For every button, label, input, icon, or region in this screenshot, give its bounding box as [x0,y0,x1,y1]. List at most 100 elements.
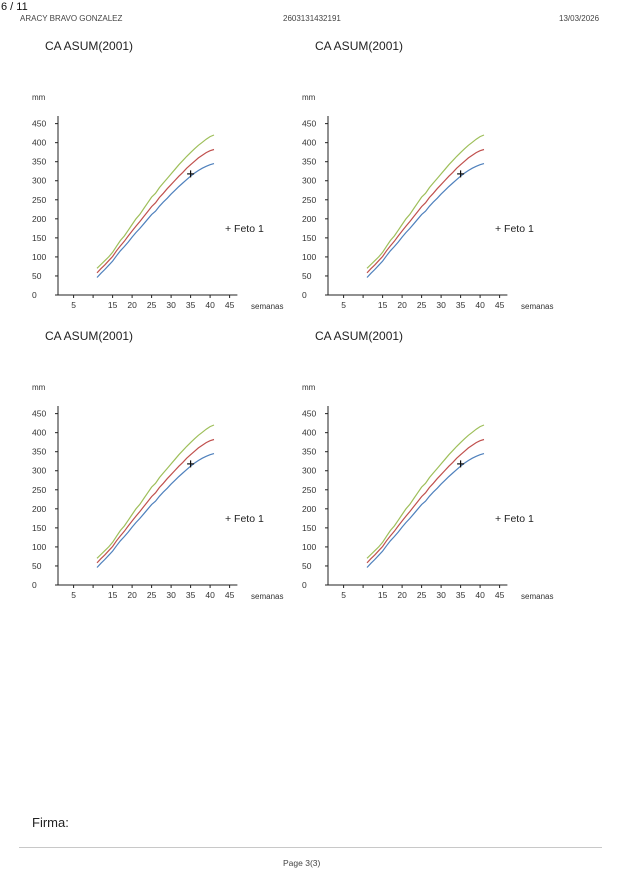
y-tick-label: 400 [302,428,316,438]
growth-chart-4: CA ASUM(2001) mm 0 50 100 150 200 250 300 350 400 4… [270,320,553,601]
x-tick-label: 15 [108,590,118,600]
y-tick-label: 100 [32,252,46,262]
legend-label: + Feto 1 [495,513,534,525]
x-tick-label: 20 [397,590,407,600]
y-tick-label: 50 [302,561,312,571]
x-tick-label: 15 [378,300,388,310]
y-tick-label: 400 [32,138,46,148]
growth-chart-1: CA ASUM(2001) mm 0 50 100 150 200 250 300 350 400 4… [0,30,283,311]
series-line-1 [366,424,485,559]
record-id: 2603131432191 [283,14,341,23]
series-line-3 [96,453,215,568]
x-tick-label: 45 [495,300,505,310]
y-tick-label: 350 [32,157,46,167]
x-tick-label: 30 [166,590,176,600]
x-axis-label: semanas [251,592,283,601]
growth-chart-3: CA ASUM(2001) mm 0 50 100 150 200 250 300 350 400 4… [0,320,283,601]
x-tick-label: 45 [495,590,505,600]
legend-label: + Feto 1 [225,223,264,235]
y-tick-label: 450 [302,409,316,419]
y-tick-label: 200 [32,214,46,224]
series-line-2 [366,148,485,274]
x-tick-label: 35 [456,300,466,310]
x-tick-label: 40 [475,300,485,310]
growth-chart-2: CA ASUM(2001) mm 0 50 100 150 200 250 300 350 400 4… [270,30,553,311]
legend-label: + Feto 1 [225,513,264,525]
measurement-marker [187,170,195,178]
y-tick-label: 0 [32,580,37,590]
x-tick-label: 40 [205,590,215,600]
footer-divider [19,847,602,848]
y-tick-label: 150 [302,523,316,533]
x-tick-label: 5 [71,300,76,310]
x-tick-label: 20 [127,300,137,310]
x-tick-label: 20 [397,300,407,310]
y-axis-label: mm [32,383,46,392]
x-tick-label: 5 [71,590,76,600]
x-tick-label: 15 [108,300,118,310]
x-axis-label: semanas [251,302,283,311]
y-tick-label: 50 [32,561,42,571]
series-line-1 [96,134,215,269]
y-tick-label: 450 [302,119,316,129]
y-tick-label: 150 [32,523,46,533]
x-tick-label: 30 [436,590,446,600]
measurement-marker [187,460,195,468]
x-axis-label: semanas [521,302,553,311]
y-axis-label: mm [302,383,316,392]
x-axis-label: semanas [521,592,553,601]
y-tick-label: 200 [32,504,46,514]
series-line-3 [96,163,215,278]
x-tick-label: 20 [127,590,137,600]
y-tick-label: 350 [302,447,316,457]
report-date: 13/03/2026 [559,14,600,23]
chart-svg: CA ASUM(2001) mm 0 50 100 150 200 250 300 350 400 4… [32,329,283,601]
series-line-2 [96,438,215,564]
x-tick-label: 40 [205,300,215,310]
signature-label: Firma: [32,815,69,830]
x-tick-label: 25 [147,590,157,600]
series-line-1 [96,424,215,559]
y-tick-label: 0 [302,290,307,300]
y-tick-label: 250 [32,195,46,205]
x-tick-label: 35 [186,590,196,600]
series-line-2 [366,438,485,564]
y-tick-label: 400 [32,428,46,438]
y-tick-label: 100 [302,542,316,552]
y-tick-label: 350 [302,157,316,167]
x-tick-label: 25 [417,590,427,600]
y-tick-label: 50 [32,271,42,281]
chart-title: CA ASUM(2001) [45,39,133,53]
chart-title: CA ASUM(2001) [45,329,133,343]
series-line-3 [366,453,485,568]
x-tick-label: 25 [417,300,427,310]
x-tick-label: 5 [341,590,346,600]
measurement-marker [457,170,465,178]
chart-svg: CA ASUM(2001) mm 0 50 100 150 200 250 300 350 400 4… [32,39,283,311]
series-line-3 [366,163,485,278]
y-tick-label: 200 [302,214,316,224]
chart-svg: CA ASUM(2001) mm 0 50 100 150 200 250 300 350 400 4… [302,39,553,311]
y-tick-label: 250 [302,195,316,205]
x-tick-label: 25 [147,300,157,310]
y-tick-label: 400 [302,138,316,148]
x-tick-label: 30 [436,300,446,310]
chart-svg: CA ASUM(2001) mm 0 50 100 150 200 250 300 350 400 4… [302,329,553,601]
legend-label: + Feto 1 [495,223,534,235]
footer-page-label: Page 3(3) [283,858,321,868]
y-tick-label: 0 [302,580,307,590]
page-indicator: 6 / 11 [1,1,28,13]
y-tick-label: 150 [302,233,316,243]
chart-title: CA ASUM(2001) [315,329,403,343]
y-tick-label: 300 [32,466,46,476]
series-line-2 [96,148,215,274]
x-tick-label: 30 [166,300,176,310]
x-tick-label: 40 [475,590,485,600]
y-tick-label: 150 [32,233,46,243]
y-tick-label: 300 [302,176,316,186]
y-tick-label: 100 [32,542,46,552]
measurement-marker [457,460,465,468]
y-tick-label: 450 [32,409,46,419]
y-tick-label: 0 [32,290,37,300]
y-tick-label: 350 [32,447,46,457]
